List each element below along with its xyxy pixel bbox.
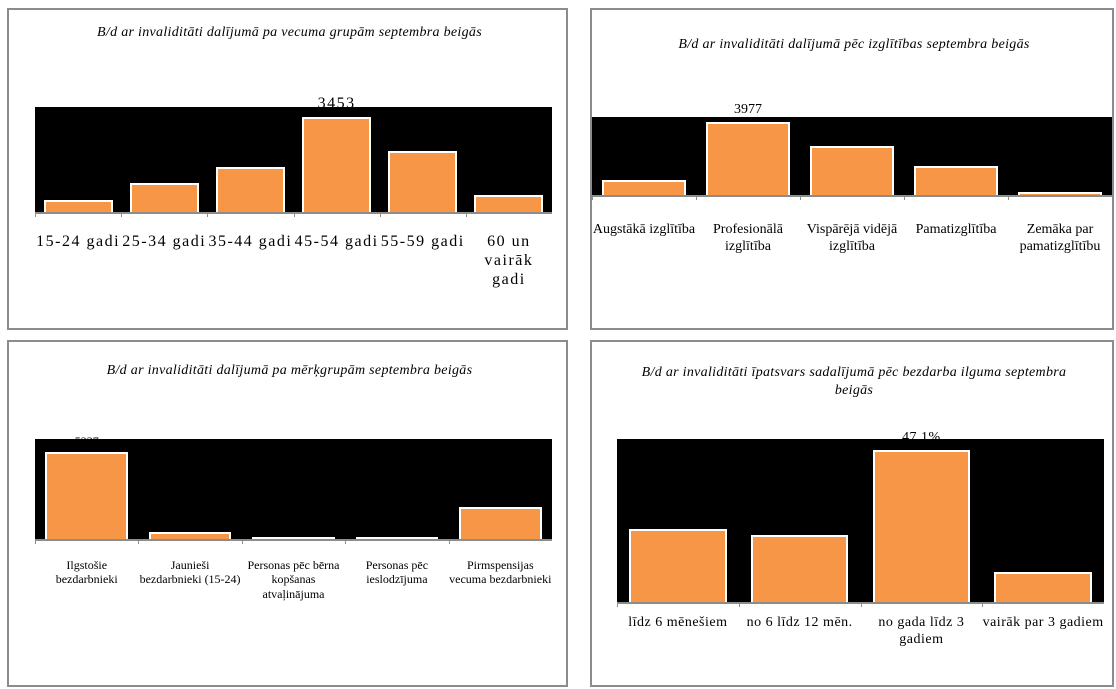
chart-title: B/d ar invaliditāti dalījumā pēc izglītī… [678, 37, 1030, 52]
x-tick-label: 25-34 gadi [122, 233, 207, 250]
x-tick-label: no 6 līdz 12 mēn. [746, 615, 853, 630]
bar [750, 534, 849, 602]
x-tick [800, 195, 801, 200]
x-tick [982, 602, 984, 607]
x-tick [379, 212, 381, 217]
chart-title: B/d ar invaliditāti īpatsvars sadalījumā… [641, 365, 1067, 398]
plot-area [35, 107, 552, 212]
x-axis [35, 539, 552, 541]
bar [252, 537, 335, 539]
bar [810, 145, 894, 195]
x-tick-label: Profesionālā izglītība [713, 222, 783, 254]
x-tick-label: Jaunieši bezdarbnieki (15-24) [139, 558, 241, 587]
x-tick-label: 45-54 gadi [294, 233, 379, 250]
data-label: 3977 [734, 102, 762, 117]
x-tick-label: Augstākā izglītība [592, 222, 696, 237]
data-label: 3453 [317, 94, 356, 112]
chart-panel: B/d ar invaliditāti dalījumā pēc izglītī… [590, 8, 1114, 330]
bar [1018, 192, 1102, 195]
bar [629, 529, 727, 602]
chart-title: B/d ar invaliditāti dalījumā pa vecuma g… [97, 25, 482, 40]
bar [215, 166, 285, 212]
bar [302, 116, 372, 212]
bar [994, 571, 1092, 602]
x-tick-label: Pamatizglītība [915, 222, 997, 237]
chart-panel: B/d ar invaliditāti dalījumā pa mērķgrup… [7, 340, 568, 687]
x-tick [121, 212, 123, 217]
x-tick-label: Pirmspensijas vecuma bezdarbnieki [449, 558, 552, 587]
bar [355, 537, 439, 539]
chart-panel: B/d ar invaliditāti dalījumā pa vecuma g… [7, 8, 568, 330]
bar [129, 182, 199, 212]
x-tick-label: Ilgstošie bezdarbnieki [55, 558, 118, 587]
bar [706, 122, 790, 195]
x-tick [345, 539, 347, 544]
chart-title: B/d ar invaliditāti dalījumā pa mērķgrup… [106, 363, 473, 378]
bar [872, 449, 971, 602]
x-tick-label: Zemāka par pamatizglītību [1019, 222, 1101, 254]
x-tick [592, 195, 593, 200]
data-label: 47,1% [902, 429, 941, 445]
bar [45, 451, 129, 539]
x-tick-label: 15-24 gadi [36, 233, 121, 250]
x-tick-label: Personas pēc ieslodzījuma [365, 558, 429, 587]
x-tick [35, 539, 36, 544]
bar [474, 194, 544, 212]
x-tick [138, 539, 140, 544]
x-tick [448, 539, 450, 544]
x-tick [738, 602, 740, 607]
x-tick [617, 602, 618, 607]
x-tick [293, 212, 295, 217]
bar [388, 150, 458, 212]
x-tick [207, 212, 209, 217]
bar [458, 506, 542, 539]
bar [602, 180, 686, 195]
data-label: 5237 [74, 433, 99, 448]
x-tick [696, 195, 697, 200]
x-tick-label: Vispārējā vidējā izglītība [806, 222, 898, 254]
x-tick [35, 212, 36, 217]
x-tick [241, 539, 243, 544]
x-tick-label: 55-59 gadi [380, 233, 465, 250]
bar [148, 531, 232, 539]
x-tick [904, 195, 905, 200]
bar [43, 199, 113, 212]
chart-panel: B/d ar invaliditāti īpatsvars sadalījumā… [590, 340, 1114, 687]
x-axis [592, 195, 1112, 197]
x-tick-label: 60 un vairāk gadi [484, 233, 534, 289]
x-tick-label: 35-44 gadi [208, 233, 293, 250]
x-tick-label: līdz 6 mēnešiem [628, 615, 728, 630]
x-tick-label: vairāk par 3 gadiem [982, 615, 1104, 630]
x-tick-label: no gada līdz 3 gadiem [878, 615, 965, 647]
x-tick-label: Personas pēc bērna kopšanas atvaļinājuma [247, 558, 340, 601]
x-tick [465, 212, 467, 217]
bar [914, 166, 998, 195]
x-tick [860, 602, 862, 607]
x-tick [1008, 195, 1009, 200]
